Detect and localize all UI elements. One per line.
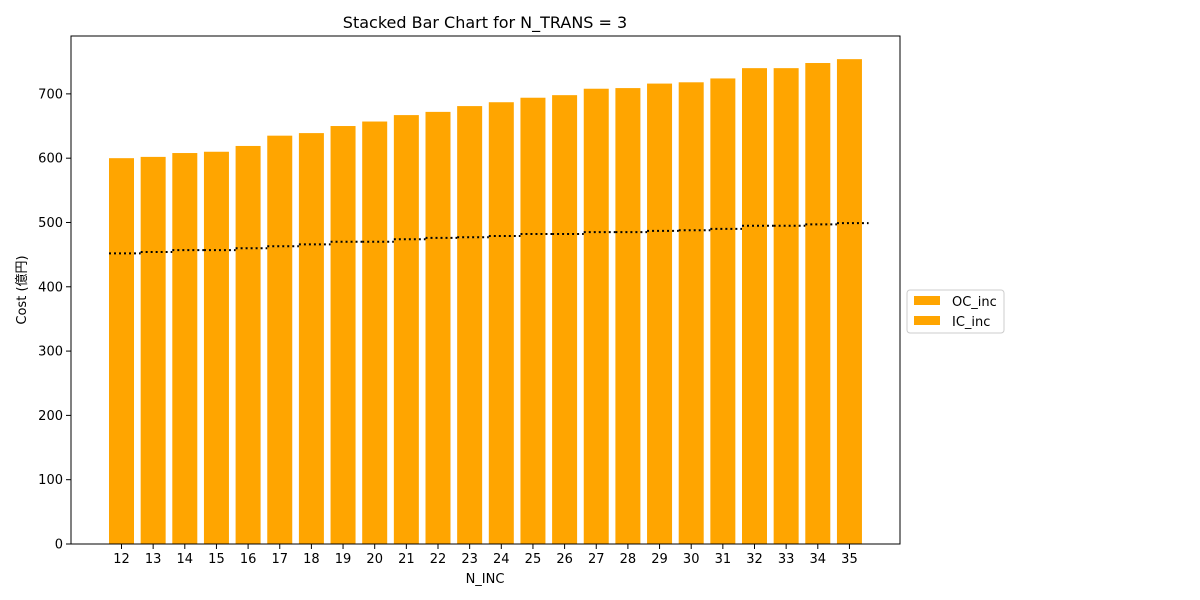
bar-oc-inc-34 [805,63,831,225]
bar-oc-inc-23 [457,106,483,238]
legend: OC_inc IC_inc [906,289,1005,334]
x-tick-label-12: 12 [113,552,130,567]
bar-oc-inc-15 [203,151,229,251]
bar-ic-inc-31 [710,228,736,545]
bar-ic-inc-17 [267,246,293,544]
bar-oc-inc-32 [742,68,767,226]
x-tick-label-17: 17 [271,552,288,567]
bar-ic-inc-22 [425,237,451,544]
bar-oc-inc-25 [520,97,546,235]
y-tick-label-600: 600 [38,152,63,167]
y-tick-label-200: 200 [38,409,63,424]
bar-oc-inc-24 [488,102,514,236]
x-axis-label: N_INC [466,572,505,587]
bar-oc-inc-31 [710,78,736,229]
x-tick-label-25: 25 [525,552,542,567]
x-tick-label-15: 15 [208,552,225,567]
x-tick-label-22: 22 [430,552,447,567]
legend-label-ic-inc: IC_inc [952,315,990,330]
x-tick-label-14: 14 [177,552,194,567]
bar-oc-inc-29 [647,83,673,231]
x-tick-label-24: 24 [493,552,510,567]
bar-ic-inc-26 [552,234,578,544]
bar-oc-inc-14 [172,153,198,251]
bar-oc-inc-16 [235,145,261,249]
y-tick-label-700: 700 [38,87,63,102]
x-tick-label-23: 23 [461,552,478,567]
bar-oc-inc-30 [678,82,704,231]
bar-oc-inc-22 [425,111,451,238]
x-tick-label-18: 18 [303,552,320,567]
bar-ic-inc-21 [393,239,419,544]
x-tick-label-13: 13 [145,552,162,567]
bar-oc-inc-27 [583,88,609,233]
bar-ic-inc-14 [172,250,198,544]
bar-ic-inc-29 [647,230,673,544]
bar-ic-inc-24 [488,235,514,545]
legend-swatch-ic-inc [914,316,940,325]
bar-ic-inc-13 [140,252,166,544]
y-tick-label-300: 300 [38,345,63,360]
bar-oc-inc-20 [362,121,388,242]
bar-ic-inc-12 [109,253,134,544]
x-tick-label-29: 29 [651,552,668,567]
bar-ic-inc-15 [203,250,229,544]
y-axis-label: Cost (億円) [14,255,30,324]
x-tick-label-21: 21 [398,552,415,567]
bar-ic-inc-28 [615,232,641,544]
x-tick-label-27: 27 [588,552,605,567]
bar-ic-inc-23 [457,237,483,545]
x-tick-label-31: 31 [715,552,732,567]
legend-swatch-oc-inc [914,296,940,305]
bar-oc-inc-26 [552,95,578,235]
x-tick-label-20: 20 [366,552,383,567]
bar-ic-inc-30 [678,230,704,545]
bar-oc-inc-33 [773,68,799,226]
y-tick-label-100: 100 [38,473,63,488]
y-tick-label-500: 500 [38,216,63,231]
plot-frame [70,35,901,545]
bar-ic-inc-19 [330,241,356,544]
bar-ic-inc-32 [742,225,767,544]
x-tick-label-33: 33 [778,552,795,567]
bar-oc-inc-17 [267,135,293,247]
bar-ic-inc-34 [805,224,831,544]
x-tick-label-16: 16 [240,552,257,567]
x-tick-label-32: 32 [746,552,763,567]
y-tick-label-400: 400 [38,280,63,295]
x-tick-label-30: 30 [683,552,700,567]
bar-oc-inc-28 [615,88,641,233]
x-tick-label-26: 26 [556,552,573,567]
bar-oc-inc-21 [393,115,419,240]
bar-ic-inc-27 [583,232,609,544]
bar-ic-inc-35 [836,223,862,544]
x-tick-label-19: 19 [335,552,352,567]
bar-ic-inc-33 [773,225,799,544]
bar-oc-inc-35 [836,59,862,224]
legend-label-oc-inc: OC_inc [952,295,997,310]
x-tick-label-35: 35 [841,552,858,567]
bar-ic-inc-16 [235,248,261,545]
bar-ic-inc-25 [520,234,546,544]
bar-ic-inc-18 [298,244,324,544]
x-tick-label-28: 28 [620,552,637,567]
bar-oc-inc-19 [330,126,356,242]
y-tick-label-0: 0 [55,538,63,553]
bar-oc-inc-13 [140,156,166,253]
bar-ic-inc-20 [362,241,388,544]
bar-oc-inc-18 [298,133,324,245]
bar-oc-inc-12 [109,158,134,254]
chart-title: Stacked Bar Chart for N_TRANS = 3 [343,13,627,33]
x-tick-label-34: 34 [810,552,827,567]
